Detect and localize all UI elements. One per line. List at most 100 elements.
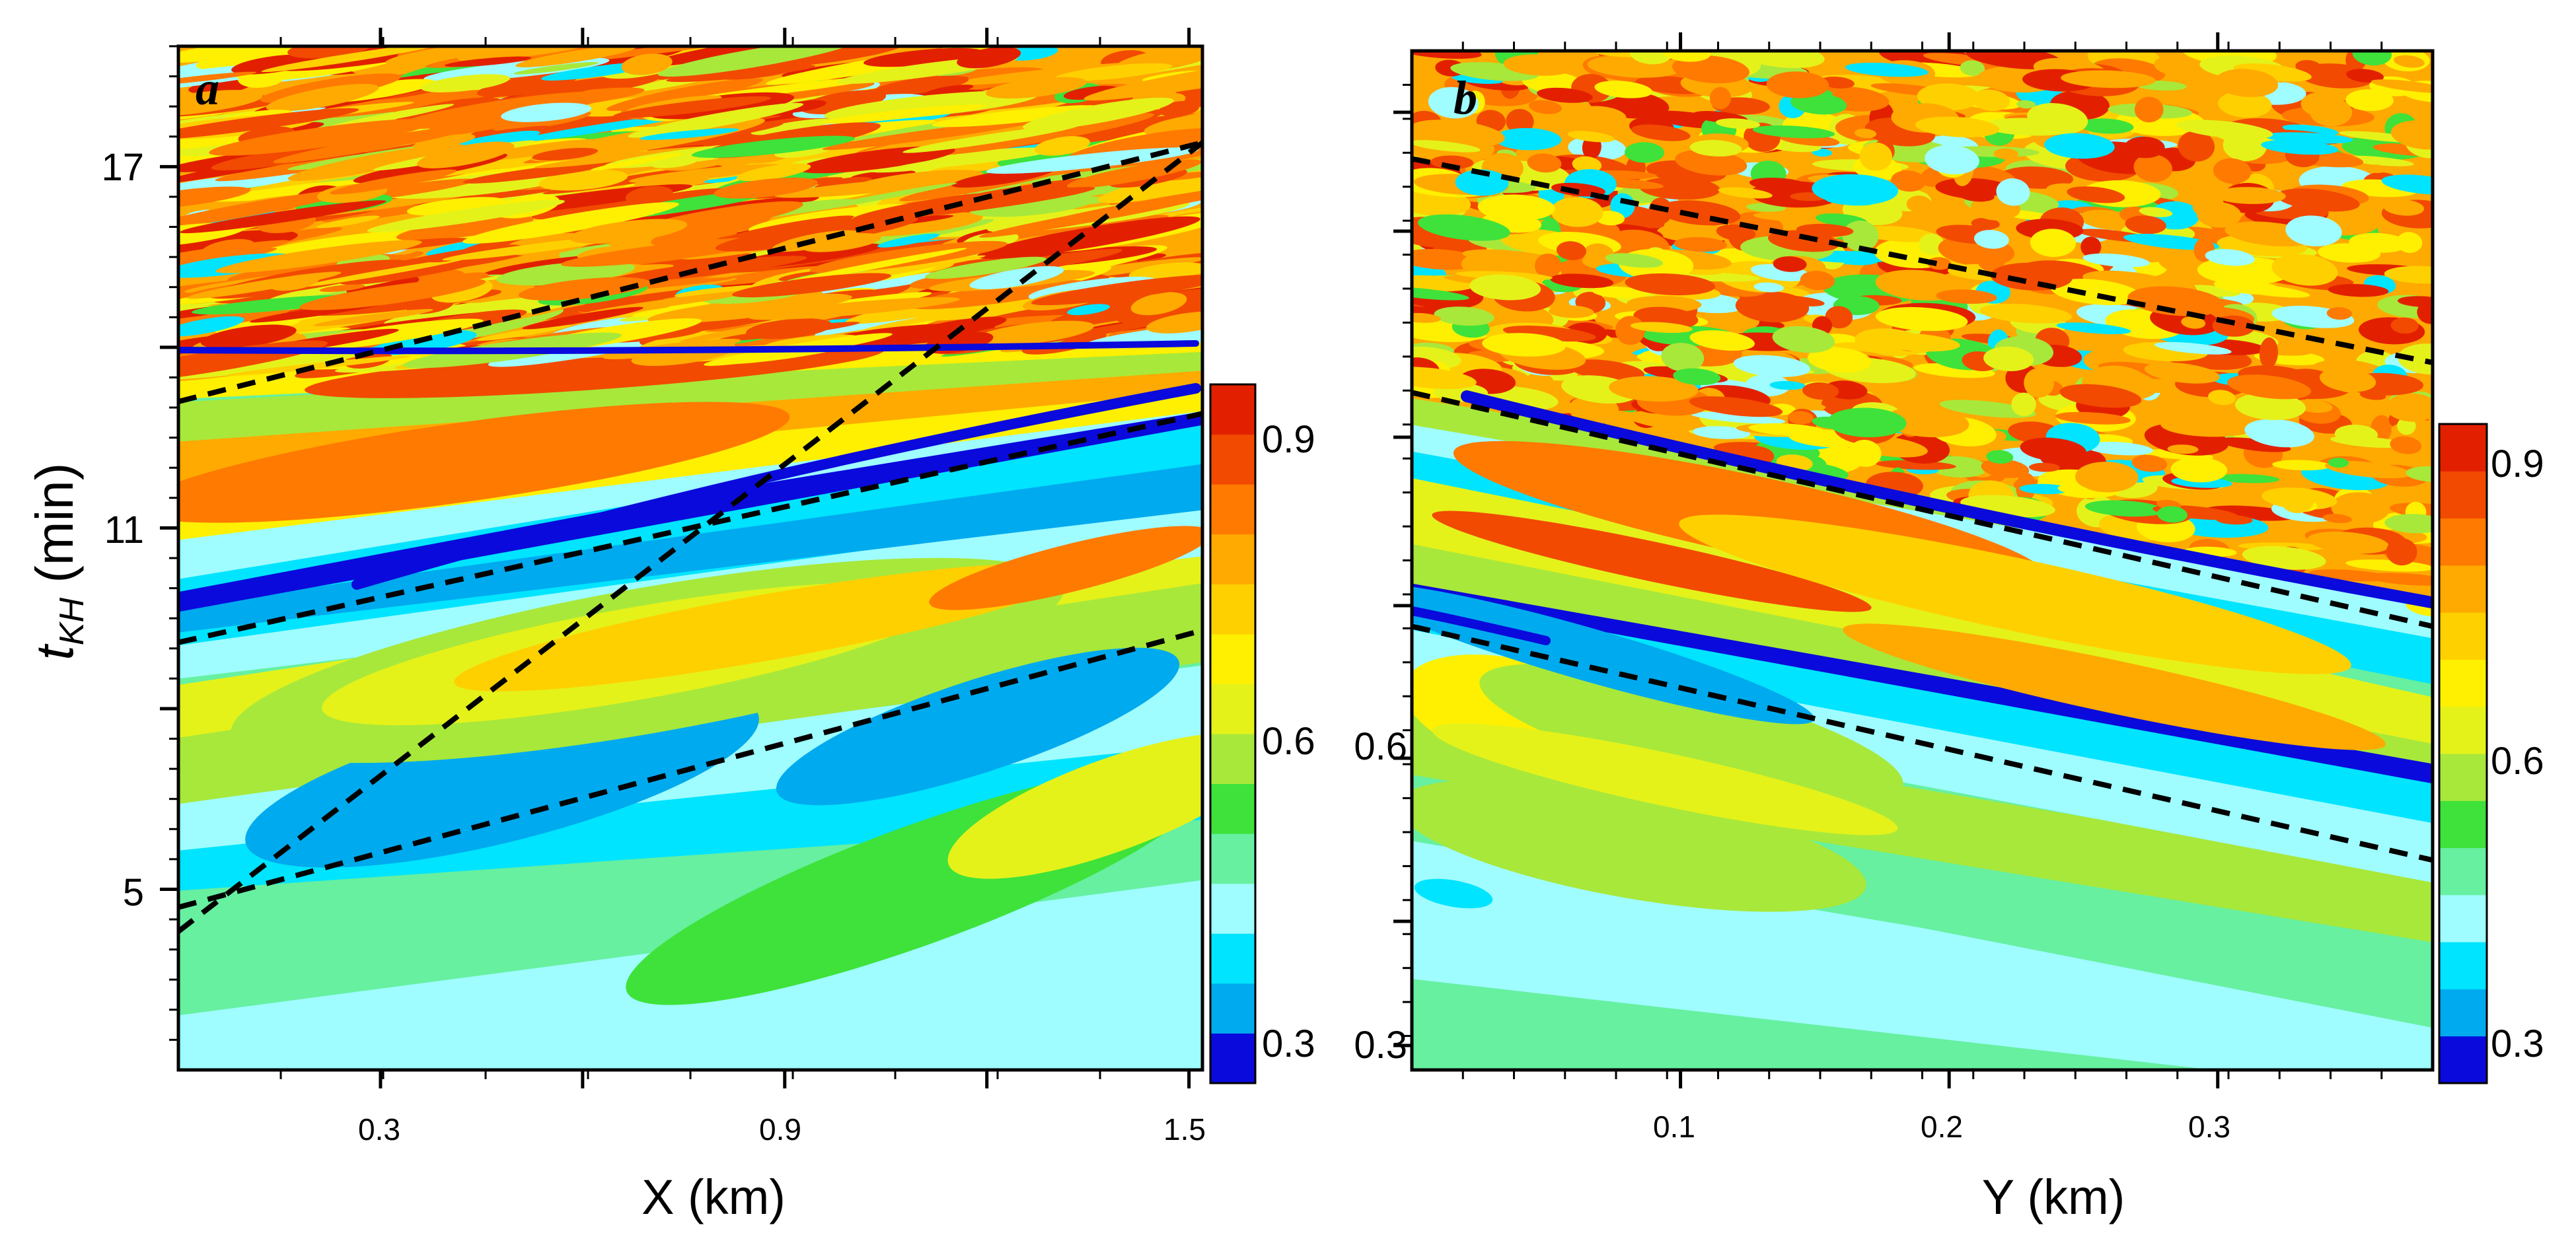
turbulence-streak (647, 293, 852, 324)
turbulence-streak (1412, 140, 1481, 153)
panel-a-contour-field (178, 46, 1202, 1070)
turbulence-streak (1971, 89, 2010, 111)
turbulence-streak (1412, 287, 1469, 301)
turbulence-streak (1561, 102, 1590, 116)
turbulence-streak (2075, 462, 2139, 493)
turbulence-streak (2125, 215, 2166, 234)
panel-b-x-axis-label: Y (km) (1982, 1170, 2125, 1224)
turbulence-streak (1567, 131, 1615, 143)
contour-lobe (776, 647, 1180, 806)
turbulence-streak (2285, 215, 2342, 247)
contour-lobe (1679, 514, 2351, 674)
turbulence-streak (444, 56, 532, 67)
turbulence-streak (1067, 304, 1110, 316)
turbulence-streak (1935, 178, 2014, 199)
turbulence-streak (2310, 98, 2353, 127)
x-tick-label: 0.1 (1653, 1110, 1695, 1144)
turbulence-streak (1130, 292, 1187, 316)
panel-a-dashed-lines (178, 140, 1202, 934)
panel-b-letter: b (1454, 71, 1477, 124)
turbulence-streak (1919, 233, 1945, 256)
turbulence-streak (1673, 368, 1721, 386)
turbulence-streak (2215, 474, 2280, 483)
contour-lobe (178, 402, 790, 523)
turbulence-streak (1773, 256, 1807, 272)
turbulence-streak (2276, 188, 2360, 212)
turbulence-streak (1524, 372, 1555, 393)
turbulence-streak (1733, 355, 1810, 377)
turbulence-streak (1639, 176, 1720, 200)
turbulence-streak (657, 46, 856, 77)
turbulence-streak (2396, 232, 2423, 253)
turbulence-streak (643, 46, 806, 67)
turbulence-streak (1657, 223, 1736, 243)
panel-b-x-tick-labels: 0.1 0.2 0.3 (1653, 1110, 2230, 1144)
turbulence-streak (2020, 437, 2086, 462)
turbulence-streak (266, 83, 379, 112)
turbulence-streak (1973, 230, 2009, 249)
dashed-line (1412, 623, 2433, 863)
turbulence-streak (2363, 164, 2388, 174)
turbulence-streak (1996, 178, 2030, 206)
turbulence-streak (1146, 311, 1202, 334)
turbulence-streak (2059, 384, 2142, 408)
turbulence-streak (1979, 303, 2072, 324)
turbulence-streak (1802, 382, 1839, 400)
turbulence-streak (2295, 59, 2322, 73)
turbulence-streak (590, 153, 683, 171)
shear-sheet (178, 340, 1199, 355)
turbulence-streak (2386, 393, 2433, 422)
turbulence-streak (800, 90, 887, 115)
turbulence-streak (2328, 283, 2389, 297)
turbulence-streak (2086, 441, 2154, 456)
turbulence-streak (2352, 51, 2392, 66)
colorbar-swatch (2439, 565, 2487, 613)
turbulence-streak (1753, 282, 1784, 293)
turbulence-streak (970, 193, 1096, 217)
turbulence-streak (462, 202, 679, 244)
turbulence-streak (2011, 392, 2036, 417)
turbulence-streak (1859, 142, 1893, 171)
turbulence-streak (2390, 436, 2422, 454)
colorbar-swatch (1210, 983, 1255, 1034)
turbulence-streak (270, 274, 320, 291)
y-label-sub: KH (53, 598, 91, 646)
turbulence-streak (1906, 195, 1932, 213)
turbulence-streak (178, 189, 355, 230)
turbulence-streak (2170, 457, 2228, 483)
turbulence-streak (1609, 376, 1699, 402)
dashed-line (178, 627, 1202, 910)
turbulence-streak (628, 164, 783, 183)
turbulence-streak (1674, 237, 1728, 252)
turbulence-streak (1718, 187, 1773, 199)
turbulence-streak (2181, 316, 2206, 329)
turbulence-streak (476, 324, 571, 341)
y-tick-label: 11 (104, 509, 144, 551)
turbulence-streak (2398, 343, 2433, 374)
turbulence-streak (612, 96, 771, 118)
colorbar-swatch (1210, 684, 1255, 734)
turbulence-streak (1624, 142, 1664, 163)
panel-a-x-axis-label: X (km) (642, 1170, 786, 1224)
turbulence-streak (215, 240, 422, 273)
turbulence-streak (518, 277, 650, 301)
turbulence-streak (1986, 450, 2014, 464)
turbulence-streak (178, 108, 359, 140)
contour-band (1412, 583, 2433, 824)
turbulence-streak (2134, 96, 2164, 123)
turbulence-streak (319, 284, 365, 293)
turbulence-streak (316, 215, 380, 229)
turbulence-streak (1144, 111, 1202, 137)
turbulence-streak (1884, 406, 1969, 438)
turbulence-streak (802, 232, 881, 252)
panel-b-colorbar-labels: 0.3 0.6 0.9 (2491, 442, 2544, 1065)
colorbar-swatch (2439, 754, 2487, 801)
turbulence-streak (2328, 458, 2349, 468)
colorbar-swatch (2439, 518, 2487, 566)
turbulence-streak (1631, 124, 1691, 141)
turbulence-streak (749, 297, 960, 320)
turbulence-streak (2214, 126, 2259, 143)
colorbar-swatch (2439, 1036, 2487, 1084)
turbulence-streak (872, 75, 969, 96)
